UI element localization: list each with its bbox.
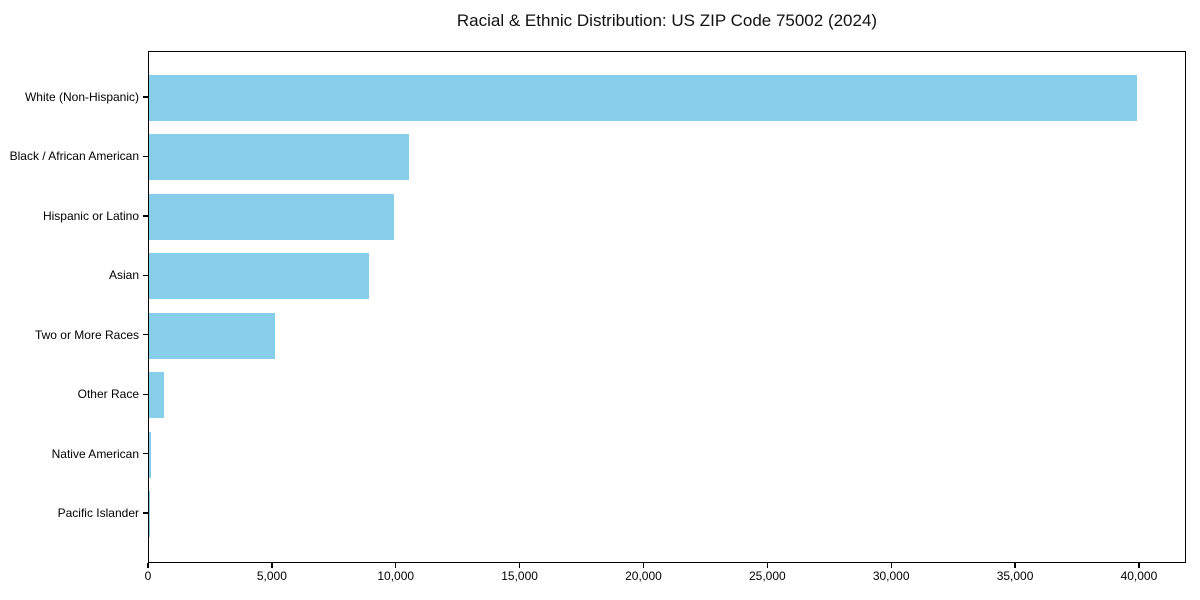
x-tick-label: 25,000 <box>748 569 786 583</box>
y-tick-mark <box>143 452 148 455</box>
y-tick-mark <box>143 334 148 336</box>
y-tick-label-asian: Asian <box>108 268 139 283</box>
y-tick-mark <box>143 96 148 98</box>
x-tick-mark <box>395 563 397 568</box>
x-tick-label: 0 <box>144 569 152 583</box>
y-tick-label-hispanic-or-latino: Hispanic or Latino <box>42 208 139 223</box>
bar-other-race <box>149 372 164 419</box>
x-tick-label: 15,000 <box>501 569 538 583</box>
y-tick-label-pacific-islander: Pacific Islander <box>57 506 139 520</box>
x-tick-mark <box>1014 563 1016 568</box>
bar-native-american <box>149 431 152 478</box>
y-tick-label-other-race: Other Race <box>77 387 139 402</box>
bar-two-or-more-races <box>149 312 276 359</box>
bar-white-non-hispanic <box>149 75 1138 121</box>
x-tick-label: 35,000 <box>996 569 1034 583</box>
x-tick-mark <box>890 563 892 568</box>
x-tick-label: 30,000 <box>872 569 910 583</box>
x-tick-mark <box>518 563 521 568</box>
y-tick-label-two-or-more-races: Two or More Races <box>34 327 139 342</box>
y-tick-mark <box>143 393 148 395</box>
chart-title: Racial & Ethnic Distribution: US ZIP Cod… <box>456 11 878 30</box>
y-tick-mark <box>143 155 148 158</box>
x-tick-mark <box>642 563 645 568</box>
y-tick-label-native-american: Native American <box>51 446 139 461</box>
bar-pacific-islander <box>149 491 150 537</box>
x-tick-label: 40,000 <box>1120 569 1158 583</box>
x-tick-mark <box>147 563 149 568</box>
bar-black-african-american <box>149 134 410 181</box>
y-tick-mark <box>143 215 148 217</box>
y-tick-mark <box>143 512 148 514</box>
x-tick-mark <box>766 563 768 568</box>
x-tick-mark <box>271 563 273 568</box>
bar-hispanic-or-latino <box>149 193 395 240</box>
y-tick-label-black-african-american: Black / African American <box>9 149 139 164</box>
bar-asian <box>149 253 370 300</box>
y-tick-label-white-non-hispanic: White (Non-Hispanic) <box>24 90 139 104</box>
x-tick-label: 10,000 <box>377 569 415 583</box>
plot-area <box>148 51 1186 563</box>
x-tick-label: 20,000 <box>625 569 662 583</box>
y-tick-mark <box>143 274 148 276</box>
x-tick-label: 5,000 <box>256 569 287 583</box>
x-tick-mark <box>1138 563 1140 568</box>
